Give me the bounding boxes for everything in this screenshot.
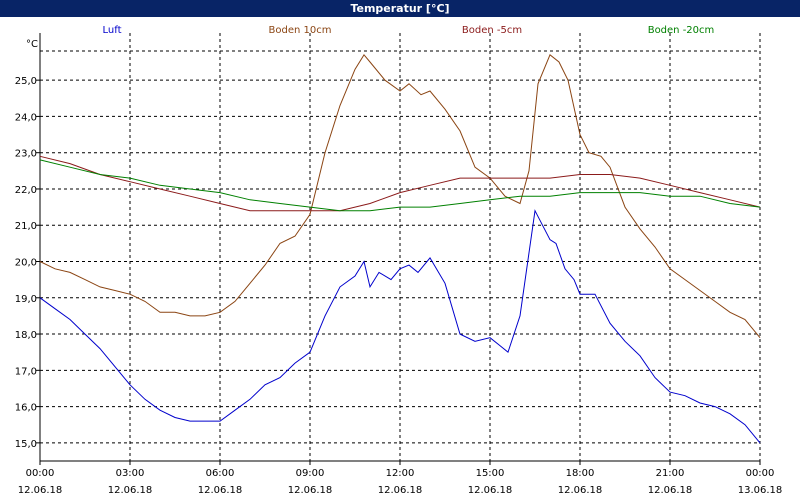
- y-tick-label: 25,0: [15, 76, 37, 87]
- x-tick-time-label: 18:00: [566, 468, 595, 479]
- x-tick-time-label: 21:00: [656, 468, 685, 479]
- x-tick-date-label: 12.06.18: [18, 485, 63, 496]
- series-line-luft: [39, 209, 761, 444]
- y-tick-label: 17,0: [15, 366, 37, 377]
- y-tick-label: 18,0: [15, 330, 37, 341]
- legend-item: Luft: [103, 25, 122, 36]
- x-tick-time-label: 00:00: [746, 468, 775, 479]
- axis-ticks: 25,0 24,0 23,0 22,0 21,0 20,0 19,0 18,0 17,0 16,0…: [15, 76, 783, 496]
- grid: [40, 33, 761, 461]
- x-tick-date-label: 12.06.18: [378, 485, 423, 496]
- series-lines: [39, 53, 761, 444]
- legend-item: Boden -20cm: [648, 25, 715, 36]
- y-tick-label: 21,0: [15, 221, 37, 232]
- series-line-boden-5cm: [39, 155, 761, 212]
- x-tick-date-label: 12.06.18: [198, 485, 243, 496]
- x-tick-date-label: 12.06.18: [288, 485, 333, 496]
- y-tick-label: 19,0: [15, 294, 37, 305]
- x-tick-date-label: 12.06.18: [108, 485, 153, 496]
- x-tick-time-label: 03:00: [116, 468, 145, 479]
- x-tick-time-label: 12:00: [386, 468, 415, 479]
- y-tick-label: 20,0: [15, 258, 37, 269]
- window-title: Temperatur [°C]: [0, 0, 800, 17]
- y-tick-label: 24,0: [15, 112, 37, 123]
- legend-item: Boden -5cm: [462, 25, 522, 36]
- y-axis-label: °C: [26, 39, 38, 50]
- x-tick-date-label: 12.06.18: [468, 485, 513, 496]
- series-line-boden-20cm: [39, 159, 761, 212]
- series-line-boden-10cm: [39, 53, 761, 339]
- x-tick-time-label: 09:00: [296, 468, 325, 479]
- x-tick-time-label: 00:00: [26, 468, 55, 479]
- x-tick-date-label: 12.06.18: [648, 485, 693, 496]
- x-tick-date-label: 13.06.18: [738, 485, 783, 496]
- legend: Luft Boden 10cm Boden -5cm Boden -20cm: [103, 25, 715, 36]
- x-tick-time-label: 06:00: [206, 468, 235, 479]
- y-tick-label: 16,0: [15, 403, 37, 414]
- y-tick-label: 15,0: [15, 439, 37, 450]
- y-tick-label: 23,0: [15, 149, 37, 160]
- y-tick-label: 22,0: [15, 185, 37, 196]
- legend-item: Boden 10cm: [269, 25, 332, 36]
- x-tick-time-label: 15:00: [476, 468, 505, 479]
- x-tick-date-label: 12.06.18: [558, 485, 603, 496]
